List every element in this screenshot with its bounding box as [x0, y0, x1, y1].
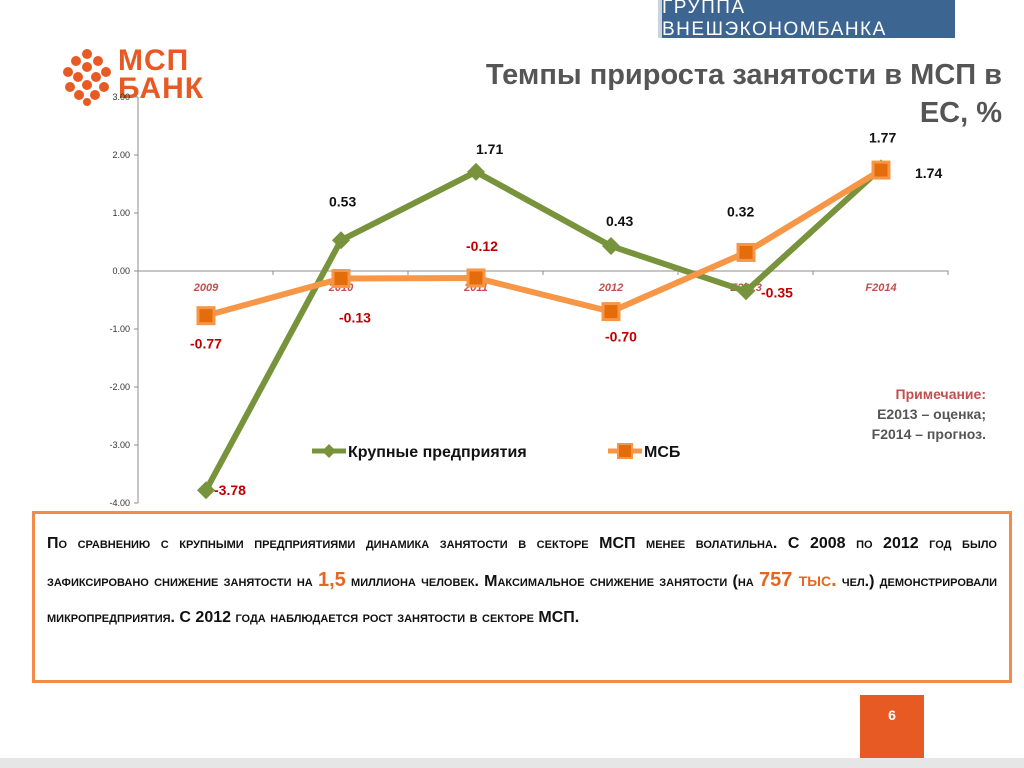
large-enterprise-data-label: 1.71 [476, 141, 503, 157]
legend-marker-square [617, 443, 633, 459]
summary-box: По сравнению с крупными предприятиями ди… [32, 511, 1012, 683]
msb-point [871, 160, 891, 180]
summary-text-part-3: чел.) демонстрировали микропредприятия. … [47, 573, 998, 626]
large-enterprise-point [737, 282, 755, 301]
large-enterprise-data-label: 0.43 [606, 213, 633, 229]
chart-note: Примечание: E2013 – оценка; F2014 – прог… [746, 384, 986, 444]
msb-point [196, 306, 216, 326]
large-enterprise-data-label: -3.78 [214, 482, 246, 498]
series-line-1 [203, 167, 884, 319]
large-enterprise-data-label: -0.35 [761, 284, 793, 300]
logo-line-1: МСП [118, 44, 190, 77]
large-enterprise-point [602, 237, 620, 256]
legend-marker-diamond [322, 444, 336, 458]
y-tick-label: -2.00 [109, 382, 130, 392]
msb-data-label: 1.74 [915, 165, 942, 181]
msp-bank-logo: МСП БАНК [58, 45, 208, 113]
large-enterprise-point [467, 162, 485, 181]
page-title: Темпы прироста занятости в МСП в ЕС, % [402, 56, 1002, 132]
large-enterprise-point [332, 231, 350, 250]
summary-highlight-micro: 757 тыс. [758, 569, 837, 591]
bottom-rule [0, 758, 1024, 768]
large-enterprise-data-label: 1.77 [869, 129, 896, 145]
msb-point [601, 302, 621, 322]
page-title-line-1: Темпы прироста занятости в МСП в [485, 59, 1002, 91]
logo-line-2: БАНК [118, 72, 205, 105]
y-tick-label: -1.00 [109, 324, 130, 334]
summary-highlight-decline: 1,5 [317, 569, 346, 591]
msb-point [736, 242, 756, 262]
y-tick-label: 3.00 [112, 92, 130, 102]
x-tick-label: 2009 [193, 282, 219, 294]
x-tick-label: F2014 [865, 282, 896, 294]
large-enterprise-point [197, 481, 215, 500]
y-tick-label: 1.00 [112, 208, 130, 218]
note-title: Примечание: [895, 386, 986, 402]
y-tick-label: 2.00 [112, 150, 130, 160]
summary-text-part-2: миллиона человек. Максимальное снижение … [345, 573, 759, 590]
legend-label: МСБ [644, 444, 680, 461]
y-tick-label: -3.00 [109, 440, 130, 450]
legend-label: Крупные предприятия [348, 444, 527, 461]
msb-data-label: -0.12 [466, 238, 498, 254]
note-line-estimate: E2013 – оценка; [877, 406, 986, 422]
msb-point [331, 269, 351, 289]
logo-text: МСП БАНК [118, 44, 205, 105]
summary-text-part-1: По сравнению с крупными предприятиями ди… [47, 535, 997, 590]
y-tick-label: -4.00 [109, 498, 130, 508]
y-tick-label: 0.00 [112, 266, 130, 276]
msb-data-label: 0.32 [727, 203, 754, 219]
note-line-forecast: F2014 – прогноз. [871, 426, 986, 442]
employment-growth-line-chart: 3.00 2.00 1.00 0.00 -1.00 -2.00 -3.00 -4.00 2009… [109, 92, 949, 508]
logo-emblem-icon [63, 49, 111, 106]
brand-group-name: ГРУППА ВНЕШЭКОНОМБАНКА [662, 0, 887, 40]
large-enterprise-data-label: 0.53 [329, 193, 356, 209]
msb-point [466, 268, 486, 288]
msb-data-label: -0.77 [190, 336, 222, 352]
msb-data-label: -0.13 [339, 310, 371, 326]
x-tick-label: 2012 [598, 282, 623, 294]
page-title-line-2: ЕС, % [919, 97, 1002, 129]
msb-data-label: -0.70 [605, 329, 637, 345]
brand-bar: ГРУППА ВНЕШЭКОНОМБАНКА [658, 0, 955, 40]
page-number: 6 [860, 695, 924, 768]
